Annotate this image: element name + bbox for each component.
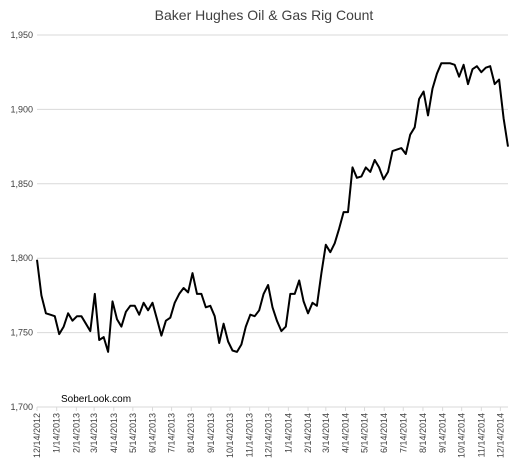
x-axis: 12/14/2012 1/14/2013 2/14/2013 3/14/2013 4/1… [32, 406, 508, 458]
x-tick-label: 3/14/2014 [321, 413, 331, 453]
x-tick-label: 2/14/2013 [71, 413, 81, 453]
y-tick-label: 1,900 [10, 104, 33, 114]
x-tick-label: 11/14/2013 [245, 413, 255, 457]
x-tick-label: 7/14/2013 [167, 413, 177, 453]
x-tick-label: 9/14/2013 [206, 413, 216, 453]
x-tick-label: 8/14/2014 [418, 413, 428, 453]
x-tick-label: 7/14/2014 [398, 413, 408, 453]
y-axis: 1,700 1,750 1,800 1,850 1,900 1,950 [10, 30, 33, 412]
x-tick-label: 1/14/2014 [283, 413, 293, 453]
x-tick-label: 6/14/2014 [379, 413, 389, 453]
chart-title: Baker Hughes Oil & Gas Rig Count [155, 7, 374, 23]
x-tick-label: 5/14/2013 [128, 413, 138, 453]
y-tick-label: 1,800 [10, 253, 33, 263]
x-tick-label: 5/14/2014 [360, 413, 370, 453]
x-tick-label: 10/14/2014 [457, 413, 467, 458]
x-tick-label: 12/14/2013 [264, 413, 274, 458]
x-tick-label: 12/14/2012 [32, 413, 42, 458]
y-tick-label: 1,700 [10, 402, 33, 412]
y-tick-label: 1,950 [10, 30, 33, 40]
x-tick-label: 6/14/2013 [148, 413, 158, 453]
series-group [36, 62, 509, 353]
x-tick-label: 11/14/2014 [476, 413, 486, 457]
y-tick-label: 1,850 [10, 179, 33, 189]
x-tick-label: 10/14/2013 [225, 413, 235, 458]
x-tick-label: 3/14/2013 [89, 413, 99, 453]
x-tick-label: 4/14/2013 [109, 413, 119, 453]
x-tick-label: 9/14/2014 [438, 413, 448, 453]
series-line [36, 62, 509, 353]
x-tick-label: 2/14/2014 [303, 413, 313, 453]
x-tick-label: 8/14/2013 [186, 413, 196, 453]
x-tick-label: 1/14/2013 [52, 413, 62, 453]
watermark: SoberLook.com [61, 394, 131, 405]
y-tick-label: 1,750 [10, 328, 33, 338]
x-tick-label: 4/14/2014 [340, 413, 350, 453]
x-tick-label: 12/14/2014 [495, 413, 505, 458]
